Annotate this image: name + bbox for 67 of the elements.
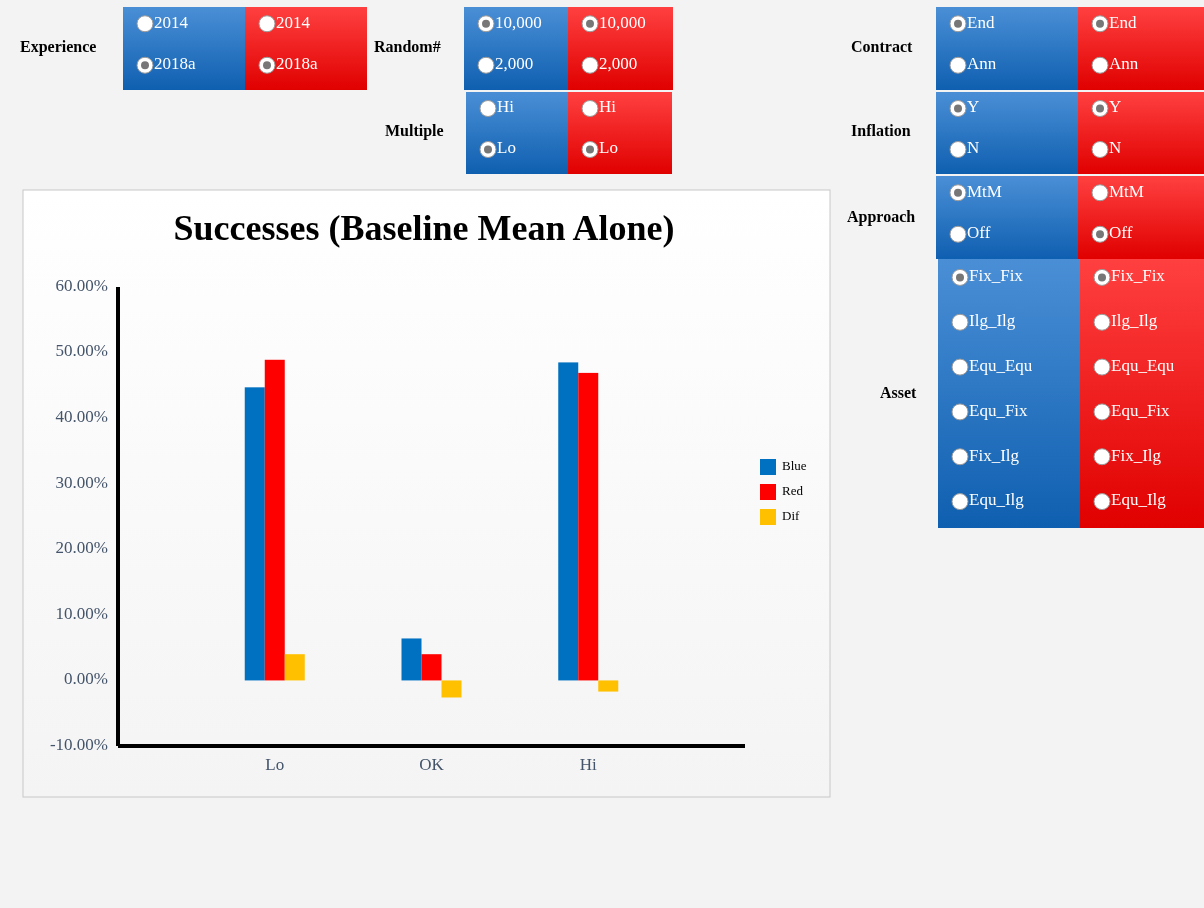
chart-title: Successes (Baseline Mean Alone) <box>173 208 675 249</box>
text: MtM <box>1109 181 1144 201</box>
text: Y <box>967 97 980 117</box>
text: Ann <box>967 54 997 74</box>
text: Off <box>967 223 991 243</box>
text: Asset <box>880 383 918 401</box>
bar <box>421 654 442 681</box>
legend-label: Blue <box>782 457 807 473</box>
text: 2,000 <box>599 54 638 74</box>
text: Equ_Fix <box>969 400 1029 420</box>
bar <box>598 680 619 692</box>
x-tick-label: Hi <box>579 754 598 774</box>
text: Experience <box>20 37 97 56</box>
text: Off <box>1109 223 1133 243</box>
text: Multiple <box>385 121 444 140</box>
text: Y <box>1109 97 1122 117</box>
y-tick-label: 30.00% <box>55 472 108 492</box>
text: Hi <box>599 97 617 117</box>
text: Equ_Equ <box>969 355 1033 375</box>
text: Inflation <box>851 121 911 139</box>
text: End <box>967 12 995 32</box>
text: 2014 <box>276 12 311 32</box>
text: 2018a <box>276 54 318 74</box>
text: MtM <box>967 181 1002 201</box>
bar <box>244 387 265 681</box>
y-tick-label: -10.00% <box>49 734 108 754</box>
text: 2014 <box>154 12 189 32</box>
legend-label: Dif <box>782 507 800 523</box>
text: Approach <box>847 207 916 226</box>
text: Hi <box>497 97 515 117</box>
text: Equ_Ilg <box>1111 490 1167 510</box>
y-tick-label: 10.00% <box>55 603 108 623</box>
legend-label: Red <box>782 482 804 498</box>
bar <box>264 359 285 681</box>
text: Fix_Fix <box>1111 266 1166 286</box>
text: Random# <box>374 37 441 55</box>
text: N <box>1109 138 1122 158</box>
bar <box>578 372 599 681</box>
text: Equ_Fix <box>1111 400 1171 420</box>
bar <box>401 638 422 681</box>
text: 2,000 <box>495 54 534 74</box>
text: Fix_Fix <box>969 266 1024 286</box>
y-tick-label: 60.00% <box>55 275 108 295</box>
text: 2018a <box>154 54 196 74</box>
text: N <box>967 138 980 158</box>
text: Ilg_Ilg <box>1111 311 1158 331</box>
text: End <box>1109 12 1137 32</box>
text: Equ_Equ <box>1111 355 1175 375</box>
text: Lo <box>497 138 516 158</box>
text: Fix_Ilg <box>1111 445 1162 465</box>
text: 10,000 <box>599 12 646 32</box>
x-tick-label: Lo <box>265 754 285 774</box>
text: Ilg_Ilg <box>969 311 1016 331</box>
y-tick-label: 20.00% <box>55 538 108 558</box>
y-tick-label: 40.00% <box>55 407 108 427</box>
bar <box>284 654 305 681</box>
text: Lo <box>599 138 618 158</box>
text: 10,000 <box>495 12 542 32</box>
bar <box>441 680 462 698</box>
x-tick-label: OK <box>419 754 445 774</box>
text: Contract <box>851 37 913 55</box>
y-tick-label: 50.00% <box>55 341 108 361</box>
text: Fix_Ilg <box>969 445 1020 465</box>
text: Equ_Ilg <box>969 490 1025 510</box>
bar <box>558 362 579 681</box>
text: Ann <box>1109 54 1139 74</box>
y-tick-label: 0.00% <box>64 669 108 689</box>
